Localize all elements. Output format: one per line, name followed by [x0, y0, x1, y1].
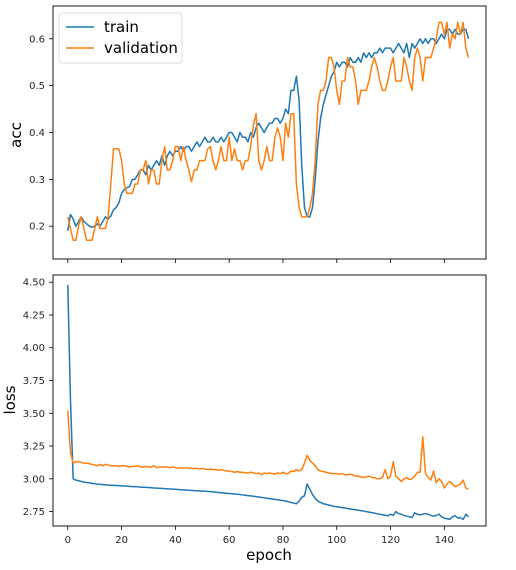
- loss-series-train: [67, 284, 470, 521]
- loss-x-tick-label: 0: [65, 535, 71, 546]
- loss-chart: 0 20 40 60 80 100 120 140 2.75 3.00 3.25 3.50 3.75 4.…: [1, 274, 487, 564]
- loss-plot-frame: [52, 274, 487, 527]
- accuracy-y-tick-label: 0.3: [29, 175, 45, 186]
- loss-x-tick-label: 100: [327, 535, 346, 546]
- accuracy-series-validation: [67, 21, 470, 242]
- loss-series-validation: [67, 410, 469, 490]
- loss-y-axis-label: loss: [1, 385, 19, 414]
- accuracy-ticks: 0.2 0.3 0.4 0.5 0.6: [29, 34, 445, 263]
- accuracy-chart: 0.2 0.3 0.4 0.5 0.6 acc train validation: [7, 5, 487, 263]
- loss-y-tick-label: 3.50: [23, 409, 45, 420]
- accuracy-y-tick-label: 0.4: [29, 128, 45, 139]
- loss-y-tick-label: 4.50: [23, 278, 45, 289]
- loss-y-tick-label: 3.75: [23, 376, 45, 387]
- loss-y-tick-label: 3.00: [23, 474, 45, 485]
- accuracy-series-train: [67, 28, 470, 232]
- loss-x-tick-label: 140: [435, 535, 454, 546]
- legend-label-validation: validation: [104, 39, 178, 57]
- accuracy-y-tick-label: 0.2: [29, 222, 45, 233]
- loss-y-tick-label: 2.75: [23, 507, 45, 518]
- loss-lines: [67, 284, 470, 521]
- accuracy-y-tick-label: 0.5: [29, 81, 45, 92]
- accuracy-y-axis-label: acc: [7, 122, 25, 148]
- loss-x-tick-label: 60: [223, 535, 236, 546]
- loss-ticks: 0 20 40 60 80 100 120 140 2.75 3.00 3.25 3.50 3.75 4.…: [23, 278, 454, 546]
- legend-box: [58, 12, 183, 64]
- accuracy-lines: [67, 21, 470, 242]
- loss-x-tick-label: 80: [277, 535, 290, 546]
- loss-y-tick-label: 4.00: [23, 343, 45, 354]
- loss-y-tick-label: 3.25: [23, 442, 45, 453]
- loss-x-tick-label: 20: [115, 535, 128, 546]
- legend-label-train: train: [104, 18, 139, 36]
- loss-x-tick-label: 120: [381, 535, 400, 546]
- accuracy-y-tick-label: 0.6: [29, 34, 45, 45]
- legend: train validation: [58, 12, 183, 64]
- loss-x-axis-label: epoch: [246, 546, 292, 564]
- loss-y-tick-label: 4.25: [23, 310, 45, 321]
- loss-x-tick-label: 40: [169, 535, 182, 546]
